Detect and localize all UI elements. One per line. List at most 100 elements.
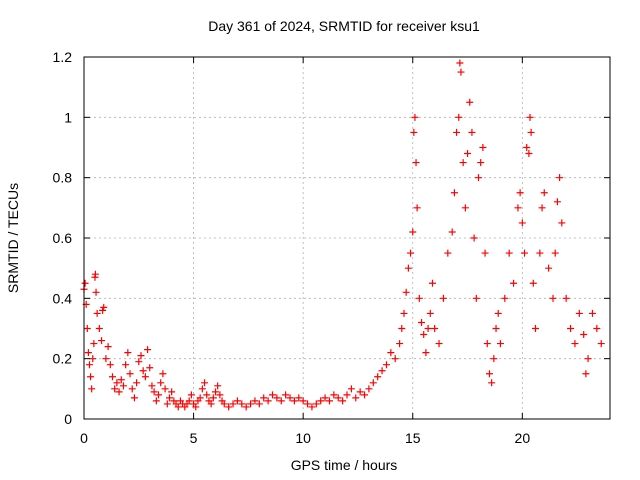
data-point xyxy=(529,279,537,287)
data-point xyxy=(426,309,434,317)
data-point xyxy=(137,352,145,360)
y-tick-label: 1 xyxy=(64,109,72,125)
data-point xyxy=(102,355,110,363)
data-point xyxy=(483,340,491,348)
data-point xyxy=(545,264,553,272)
data-point xyxy=(428,279,436,287)
data-point xyxy=(450,189,458,197)
data-point xyxy=(98,337,106,345)
data-point xyxy=(407,249,415,257)
data-point xyxy=(398,325,406,332)
data-point xyxy=(464,150,472,158)
data-point xyxy=(490,355,498,363)
data-point xyxy=(295,394,303,402)
data-point xyxy=(396,340,404,348)
data-point xyxy=(130,394,138,402)
data-point xyxy=(580,331,588,339)
y-tick-label: 0.2 xyxy=(53,351,73,367)
data-point xyxy=(87,373,95,381)
data-point xyxy=(527,128,535,136)
data-point xyxy=(597,340,605,348)
data-point xyxy=(457,68,465,76)
data-point xyxy=(225,403,233,411)
data-point xyxy=(113,379,121,387)
data-point xyxy=(157,379,165,387)
data-point xyxy=(472,294,480,302)
data-point xyxy=(343,391,351,399)
data-point xyxy=(286,394,294,402)
data-point xyxy=(89,355,97,363)
data-point xyxy=(523,144,531,151)
data-point xyxy=(84,349,92,357)
data-point xyxy=(277,397,285,405)
data-point xyxy=(525,150,533,158)
data-point xyxy=(540,189,548,197)
data-point xyxy=(92,288,100,296)
data-point xyxy=(330,391,338,399)
data-point xyxy=(538,204,546,212)
data-point xyxy=(588,309,596,317)
data-point xyxy=(582,370,590,378)
data-point xyxy=(100,303,108,311)
data-point xyxy=(146,364,154,372)
data-point xyxy=(198,385,206,393)
y-tick-label: 0 xyxy=(64,411,72,427)
data-point xyxy=(128,385,136,393)
data-point xyxy=(477,159,485,167)
data-point xyxy=(312,400,320,408)
data-point xyxy=(174,403,182,411)
points-layer xyxy=(80,59,605,411)
data-point xyxy=(431,325,439,332)
data-point xyxy=(216,391,224,399)
data-point xyxy=(238,400,246,408)
data-point xyxy=(247,400,255,408)
data-point xyxy=(273,394,281,402)
data-point xyxy=(584,355,592,363)
data-point xyxy=(536,249,544,257)
data-point xyxy=(510,279,518,287)
data-point xyxy=(455,113,463,121)
data-point xyxy=(571,340,579,348)
data-point xyxy=(347,385,355,393)
data-point xyxy=(212,388,219,396)
data-point xyxy=(558,219,566,227)
data-point xyxy=(516,189,524,197)
x-axis-label: GPS time / hours xyxy=(291,457,398,473)
data-point xyxy=(111,385,119,393)
data-point xyxy=(152,397,160,405)
data-point xyxy=(85,361,93,369)
data-point xyxy=(470,234,478,242)
data-point xyxy=(402,288,410,296)
data-point xyxy=(453,128,461,136)
data-point xyxy=(95,325,103,332)
chart-title: Day 361 of 2024, SRMTID for receiver ksu… xyxy=(208,18,480,34)
data-point xyxy=(456,59,464,67)
data-point xyxy=(233,397,241,405)
data-point xyxy=(317,397,325,405)
data-point xyxy=(308,403,316,411)
data-point xyxy=(412,159,420,167)
data-point xyxy=(150,388,158,396)
data-point xyxy=(264,397,272,405)
data-point xyxy=(220,400,228,408)
data-point xyxy=(562,294,570,302)
y-tick-label: 0.8 xyxy=(53,170,73,186)
x-tick-label: 5 xyxy=(190,430,198,446)
data-point xyxy=(325,397,333,405)
data-point xyxy=(415,294,423,302)
data-point xyxy=(282,391,290,399)
data-point xyxy=(104,343,112,351)
data-point xyxy=(424,325,432,332)
data-point xyxy=(251,397,259,405)
data-point xyxy=(479,144,487,151)
data-point xyxy=(187,391,195,399)
data-point xyxy=(556,174,564,182)
data-point xyxy=(99,306,107,314)
y-tick-label: 0.4 xyxy=(53,290,73,306)
data-point xyxy=(126,370,134,378)
data-point xyxy=(83,325,91,332)
data-point xyxy=(196,394,204,402)
data-point xyxy=(192,403,200,411)
